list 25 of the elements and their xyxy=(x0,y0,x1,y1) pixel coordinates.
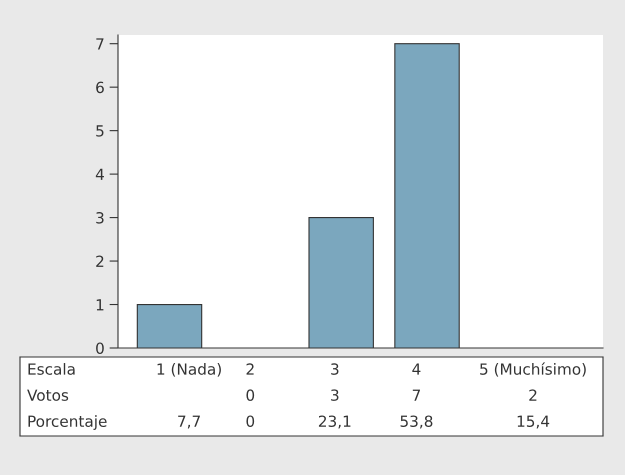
y-tick-label: 1 xyxy=(96,299,104,310)
x-tick-label: 3 xyxy=(331,363,338,375)
text: 53,8 xyxy=(400,415,432,429)
text: 0 xyxy=(246,415,254,428)
x-tick-label: 4 xyxy=(412,364,420,375)
data-label: 7 xyxy=(412,390,420,401)
text: Escala xyxy=(28,363,75,375)
text: Votos xyxy=(27,390,68,401)
x-tick-label: 1 (Nada) xyxy=(158,363,221,377)
text: 23,1 xyxy=(318,415,350,429)
text: 2 xyxy=(529,389,536,401)
y-tick-label: 6 xyxy=(96,82,104,94)
y-tick-label: 5 xyxy=(96,125,104,137)
y-tick-label: 3 xyxy=(96,212,104,224)
y-tick-label: 0 xyxy=(96,342,104,354)
text: Porcentaje xyxy=(28,415,107,430)
y-tick-label: 2 xyxy=(96,256,104,267)
data-label: 0 xyxy=(246,389,254,401)
y-tick-label: 7 xyxy=(96,38,104,50)
text: 7,7 xyxy=(178,416,200,429)
text: 15,4 xyxy=(518,416,550,429)
x-tick-label: 2 xyxy=(246,363,254,375)
y-tick-label: 4 xyxy=(96,168,104,180)
x-tick-label: 5 (Muchísimo) xyxy=(480,362,586,377)
data-label: 3 xyxy=(331,389,338,401)
